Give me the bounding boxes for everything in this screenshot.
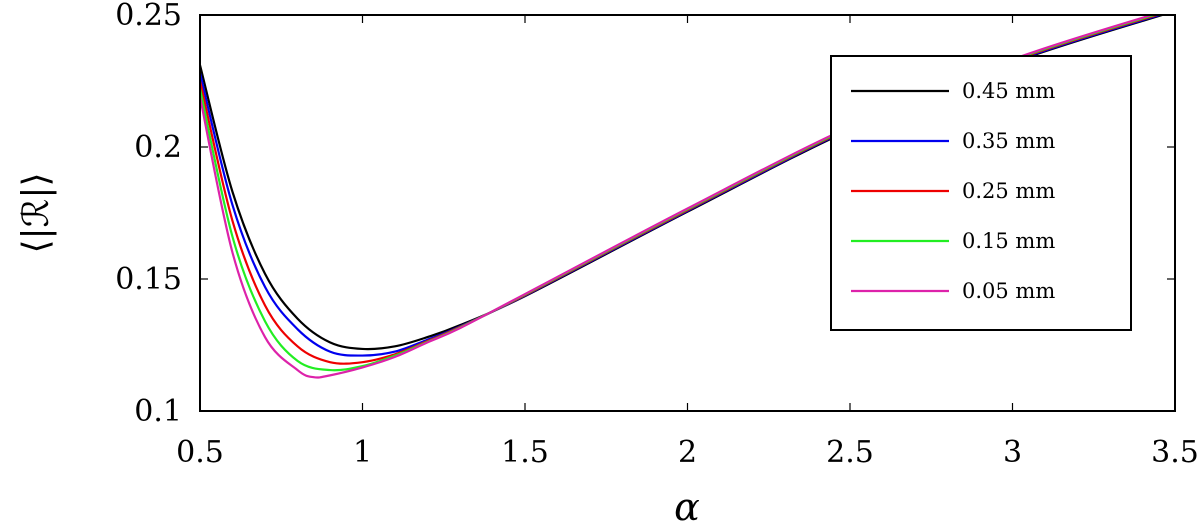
y-tick-label: 0.25 <box>115 0 182 33</box>
y-tick-label: 0.1 <box>134 394 182 429</box>
legend-label-0: 0.45 mm <box>962 79 1055 103</box>
legend-box <box>830 55 1132 331</box>
x-tick-label: 1.5 <box>501 435 549 470</box>
y-tick-label: 0.2 <box>134 130 182 165</box>
x-tick-label: 0.5 <box>176 435 224 470</box>
plot-frame <box>199 14 1176 412</box>
legend-label-4: 0.05 mm <box>962 279 1055 303</box>
x-axis-label: α <box>674 485 700 525</box>
y-axis-label: ⟨|ℛ|⟩ <box>16 172 57 253</box>
legend-label-3: 0.15 mm <box>962 229 1055 253</box>
x-tick-label: 2 <box>678 435 697 470</box>
x-tick-label: 1 <box>353 435 372 470</box>
x-tick-label: 2.5 <box>826 435 874 470</box>
x-tick-label: 3.5 <box>1151 435 1199 470</box>
legend: 0.45 mm 0.35 mm 0.25 mm 0.15 mm 0.05 mm <box>830 55 1132 331</box>
legend-label-1: 0.35 mm <box>962 129 1055 153</box>
tick-labels: 0.5 1 1.5 2 2.5 3 3.5 0.1 0.15 0.2 0.25 <box>115 0 1199 470</box>
x-tick-label: 3 <box>1003 435 1022 470</box>
legend-label-2: 0.25 mm <box>962 179 1055 203</box>
y-tick-label: 0.15 <box>115 262 182 297</box>
